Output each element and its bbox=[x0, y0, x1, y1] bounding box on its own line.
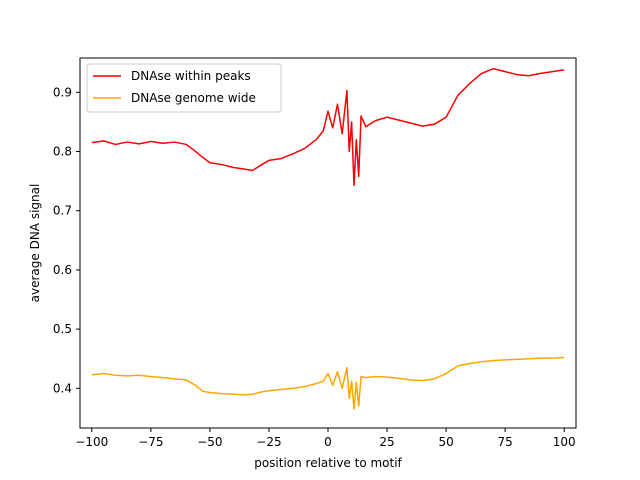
x-axis-ticks: −100 −75 −50 −25 0 25 50 75 100 bbox=[75, 428, 576, 449]
y-tick-label: 0.4 bbox=[53, 381, 72, 395]
y-axis-label: average DNA signal bbox=[28, 184, 42, 303]
series-line-dnase-within-peaks bbox=[91, 67, 565, 187]
y-tick-label: 0.5 bbox=[53, 322, 72, 336]
x-tick-label: −75 bbox=[138, 435, 163, 449]
y-tick-label: 0.9 bbox=[53, 85, 72, 99]
x-axis-label: position relative to motif bbox=[254, 456, 402, 470]
x-tick-label: −25 bbox=[256, 435, 281, 449]
x-tick-label: −50 bbox=[197, 435, 222, 449]
legend-label-dnase-within-peaks: DNAse within peaks bbox=[131, 69, 251, 83]
legend-label-dnase-genome-wide: DNAse genome wide bbox=[131, 91, 256, 105]
plot-background bbox=[80, 58, 576, 428]
legend-box bbox=[86, 63, 282, 113]
x-tick-label: 100 bbox=[553, 435, 576, 449]
legend: DNAse within peaks DNAse genome wide bbox=[86, 63, 282, 113]
series-layer bbox=[91, 67, 565, 410]
y-tick-label: 0.7 bbox=[53, 204, 72, 218]
x-tick-label: 25 bbox=[379, 435, 394, 449]
series-line-dnase-genome-wide bbox=[91, 356, 565, 410]
x-tick-label: −100 bbox=[75, 435, 108, 449]
y-axis-ticks: 0.4 0.5 0.6 0.7 0.8 0.9 bbox=[53, 85, 80, 395]
y-tick-label: 0.6 bbox=[53, 263, 72, 277]
x-tick-label: 75 bbox=[498, 435, 513, 449]
x-tick-label: 50 bbox=[438, 435, 453, 449]
x-tick-label: 0 bbox=[324, 435, 332, 449]
y-tick-label: 0.8 bbox=[53, 145, 72, 159]
